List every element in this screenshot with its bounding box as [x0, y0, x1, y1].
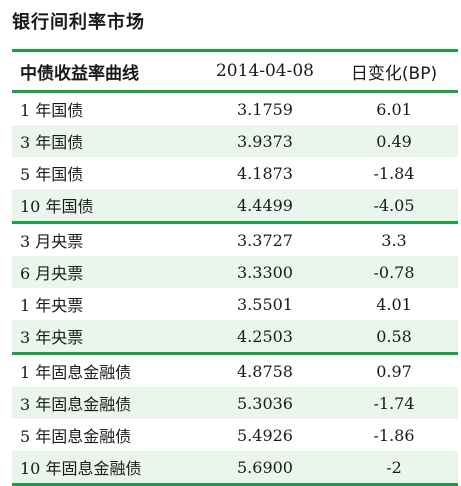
row-value: 4.1873: [237, 163, 293, 183]
row-name: 3 月央票: [20, 232, 84, 251]
row-value: 3.5501: [237, 294, 293, 314]
table-row: 10 年固息金融债 5.6900 -2: [12, 451, 458, 483]
row-change: -1.74: [373, 393, 415, 413]
group-financial-bonds: 1 年固息金融债 4.8758 0.97 3 年固息金融债 5.3036 -1.…: [12, 355, 458, 483]
row-change: 0.58: [376, 326, 412, 346]
row-change: 4.01: [376, 294, 412, 314]
row-name: 5 年国债: [20, 165, 84, 184]
row-value: 4.8758: [237, 361, 293, 381]
table-row: 3 年固息金融债 5.3036 -1.74: [12, 387, 458, 419]
row-name: 10 年国债: [20, 197, 94, 216]
row-value: 3.1759: [237, 99, 293, 119]
group-treasury: 1 年国债 3.1759 6.01 3 年国债 3.9373 0.49 5 年国…: [12, 93, 458, 221]
row-change: 3.3: [381, 230, 407, 250]
row-change: 0.49: [376, 131, 412, 151]
row-name: 5 年固息金融债: [20, 427, 132, 446]
table-bottom-border: [12, 483, 458, 486]
row-value: 5.3036: [237, 393, 293, 413]
table-row: 3 月央票 3.3727 3.3: [12, 224, 458, 256]
rate-table: 中债收益率曲线 2014-04-08 日变化(BP) 1 年国债 3.1759 …: [12, 49, 458, 486]
row-value: 5.6900: [237, 457, 293, 477]
row-name: 3 年国债: [20, 133, 84, 152]
row-value: 4.4499: [237, 195, 293, 215]
row-change: -1.84: [373, 163, 415, 183]
table-top-border: [12, 49, 458, 52]
row-value: 5.4926: [237, 425, 293, 445]
row-change: -4.05: [373, 195, 415, 215]
row-name: 6 月央票: [20, 264, 84, 283]
row-name: 1 年国债: [20, 101, 84, 120]
row-value: 3.3727: [237, 230, 293, 250]
table-row: 1 年固息金融债 4.8758 0.97: [12, 355, 458, 387]
group-divider: [12, 221, 458, 224]
table-row: 5 年固息金融债 5.4926 -1.86: [12, 419, 458, 451]
table-row: 3 年国债 3.9373 0.49: [12, 125, 458, 157]
group-divider: [12, 90, 458, 93]
row-change: -2: [386, 457, 402, 477]
table-row: 1 年央票 3.5501 4.01: [12, 288, 458, 320]
row-name: 3 年固息金融债: [20, 395, 132, 414]
row-change: -0.78: [373, 262, 415, 282]
table-row: 3 年央票 4.2503 0.58: [12, 320, 458, 352]
table-row: 6 月央票 3.3300 -0.78: [12, 256, 458, 288]
row-name: 1 年央票: [20, 296, 84, 315]
header-daily-change: 日变化(BP): [350, 63, 438, 84]
group-central-bank-bills: 3 月央票 3.3727 3.3 6 月央票 3.3300 -0.78 1 年央…: [12, 224, 458, 352]
table-row: 10 年国债 4.4499 -4.05: [12, 189, 458, 221]
row-change: 0.97: [376, 361, 412, 381]
row-value: 4.2503: [237, 326, 293, 346]
table-row: 1 年国债 3.1759 6.01: [12, 93, 458, 125]
row-name: 1 年固息金融债: [20, 363, 132, 382]
header-date: 2014-04-08: [215, 61, 314, 81]
header-curve-name: 中债收益率曲线: [20, 63, 139, 84]
row-value: 3.3300: [237, 262, 293, 282]
row-change: 6.01: [376, 99, 412, 119]
table-row: 5 年国债 4.1873 -1.84: [12, 157, 458, 189]
page-title: 银行间利率市场: [12, 12, 145, 33]
row-name: 3 年央票: [20, 328, 84, 347]
row-name: 10 年固息金融债: [20, 459, 142, 478]
row-value: 3.9373: [237, 131, 293, 151]
table-header-row: 中债收益率曲线 2014-04-08 日变化(BP): [12, 52, 458, 90]
row-change: -1.86: [373, 425, 415, 445]
group-divider: [12, 352, 458, 355]
